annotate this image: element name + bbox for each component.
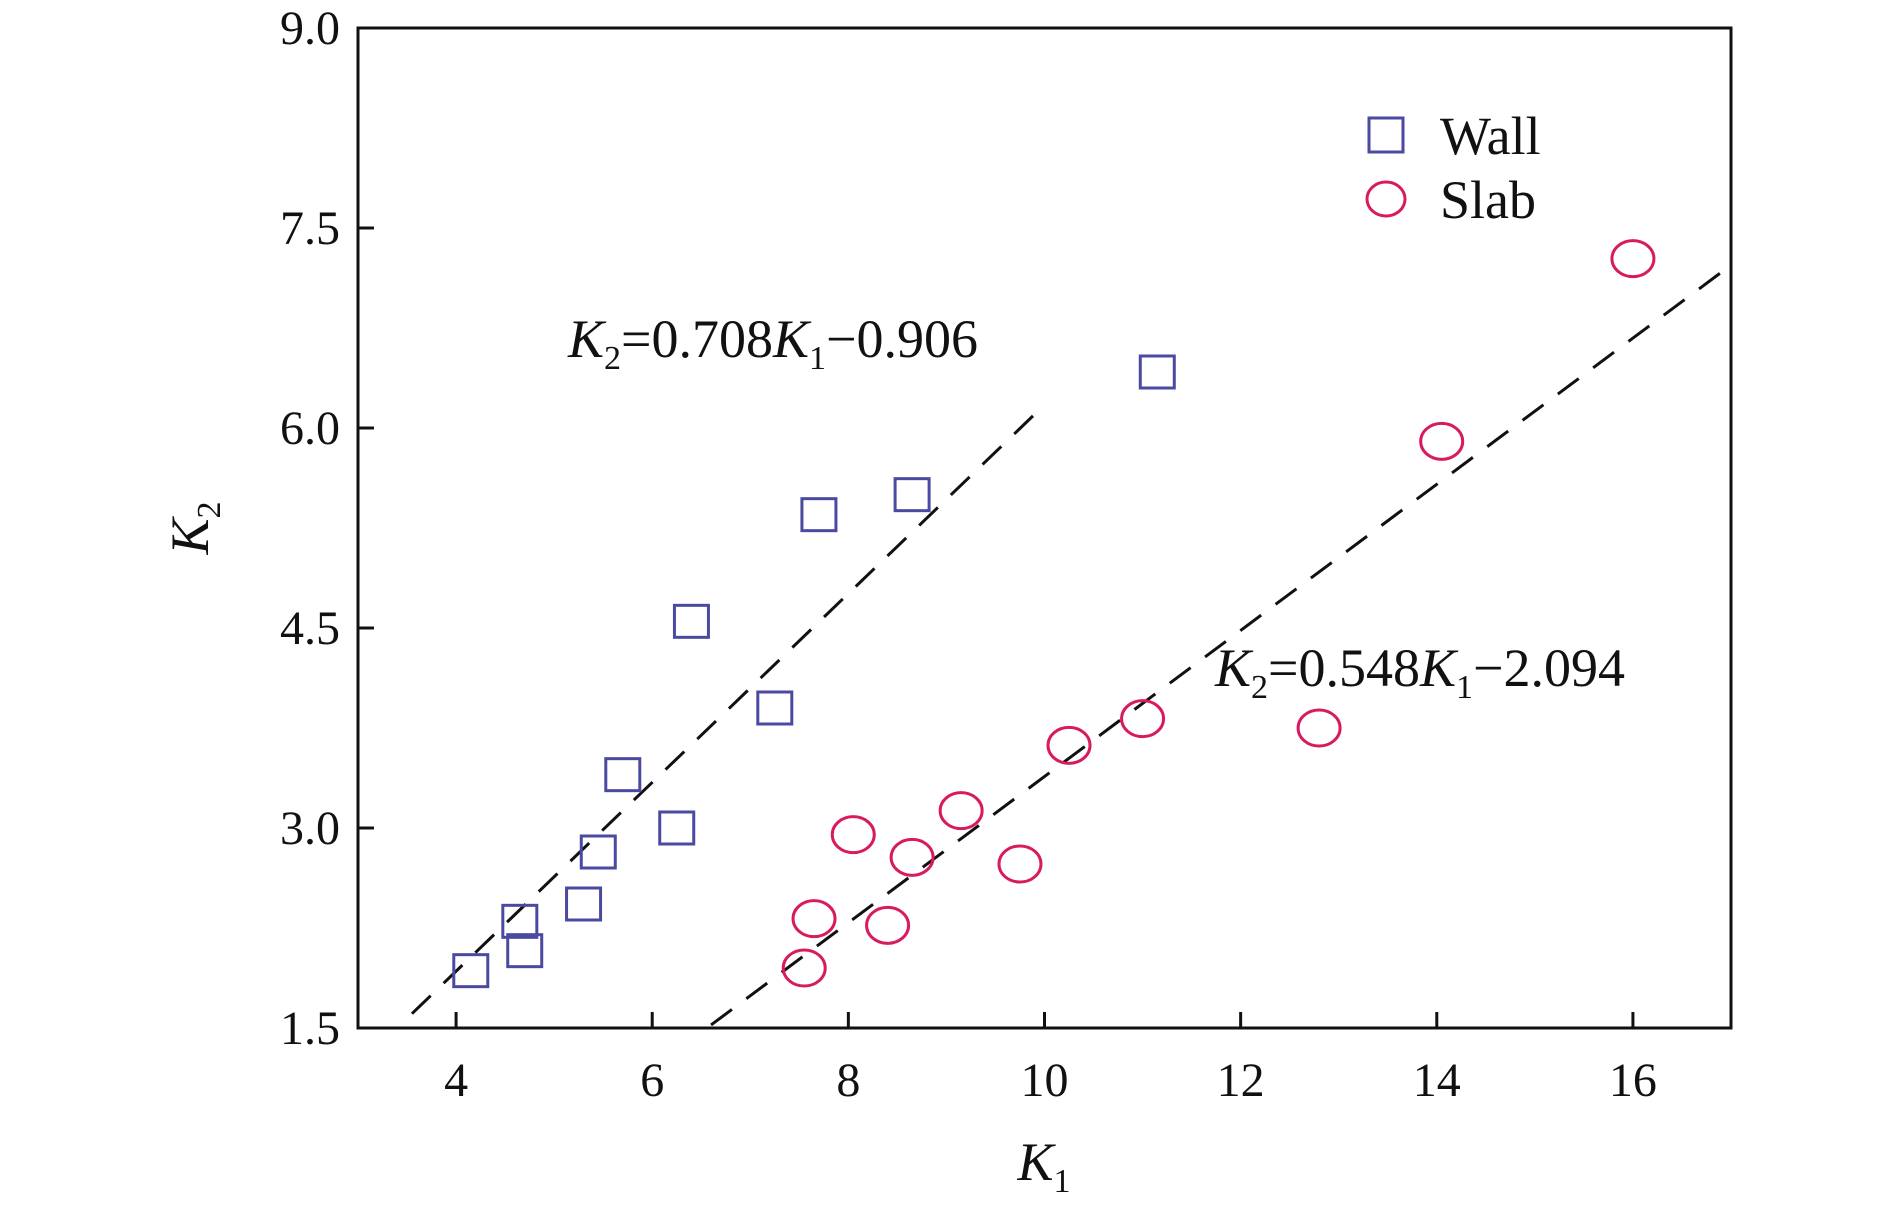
- legend-wall-label: Wall: [1440, 106, 1541, 166]
- x-tick-label: 10: [1021, 1054, 1069, 1107]
- fit-line-slab: [710, 263, 1731, 1027]
- y-tick-label: 1.5: [280, 1002, 340, 1055]
- legend-slab-marker: [1365, 180, 1407, 218]
- y-tick-label: 7.5: [280, 202, 340, 255]
- wall-point: [452, 953, 490, 989]
- wall-point: [1138, 354, 1176, 390]
- wall-point: [672, 603, 710, 639]
- data-points: [452, 239, 1656, 989]
- x-tick-label: 14: [1413, 1054, 1461, 1107]
- y-axis-label: K2: [160, 501, 228, 555]
- slab-point: [830, 815, 876, 855]
- wall-point: [893, 477, 931, 513]
- wall-point: [756, 690, 794, 726]
- slab-point: [791, 899, 837, 939]
- slab-point: [1296, 708, 1342, 748]
- wall-point: [579, 834, 617, 870]
- x-tick-label: 8: [836, 1054, 860, 1107]
- wall-point: [565, 886, 603, 922]
- y-tick-label: 3.0: [280, 802, 340, 855]
- x-axis-label: K1: [1016, 1132, 1070, 1200]
- slab-point: [1610, 239, 1656, 279]
- slab-point: [865, 905, 911, 945]
- x-tick-label: 16: [1609, 1054, 1657, 1107]
- axis-ticks: [358, 26, 1635, 1030]
- wall-fit-equation: K2=0.708K1−0.906: [567, 309, 978, 377]
- slab-point: [1046, 725, 1092, 765]
- legend-wall-marker: [1367, 116, 1405, 154]
- slab-point: [781, 948, 827, 988]
- legend-slab-label: Slab: [1440, 170, 1536, 230]
- y-tick-label: 6.0: [280, 402, 340, 455]
- slab-point: [997, 844, 1043, 884]
- slab-fit-equation: K2=0.548K1−2.094: [1214, 638, 1625, 706]
- wall-point: [604, 757, 642, 793]
- wall-point: [506, 933, 544, 969]
- wall-point: [658, 810, 696, 846]
- slab-point: [1120, 699, 1166, 739]
- wall-point: [501, 903, 539, 939]
- x-tick-label: 12: [1217, 1054, 1265, 1107]
- y-tick-label: 9.0: [280, 2, 340, 55]
- x-tick-label: 6: [640, 1054, 664, 1107]
- fit-line-wall: [410, 403, 1046, 1015]
- y-tick-label: 4.5: [280, 602, 340, 655]
- x-tick-label: 4: [444, 1054, 468, 1107]
- tick-labels: 4 6 8 10 12 14 16 1.5 3.0 4.5 6.0 7.5 9.0: [280, 2, 1657, 1107]
- wall-point: [800, 497, 838, 533]
- legend: Wall Slab: [1365, 106, 1541, 230]
- slab-point: [1419, 421, 1465, 461]
- slab-point: [938, 791, 984, 831]
- fit-lines: [410, 263, 1731, 1027]
- slab-point: [889, 837, 935, 877]
